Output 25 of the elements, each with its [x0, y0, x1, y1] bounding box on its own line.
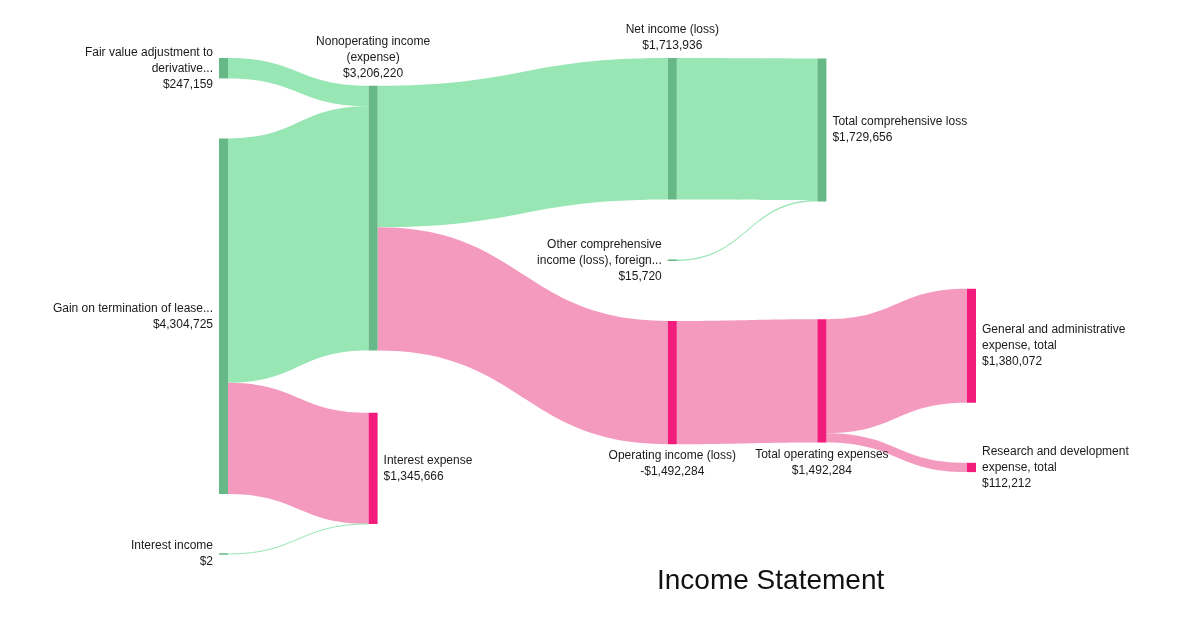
data-label: $1,380,072 — [982, 354, 1043, 369]
category-label: Operating income (loss) — [608, 448, 736, 463]
category-label: Net income (loss) — [625, 22, 719, 37]
data-label: $4,304,725 — [152, 316, 214, 331]
data-label: $2 — [199, 554, 214, 569]
data-label: $247,159 — [162, 76, 214, 91]
category-label: Total comprehensive loss — [832, 114, 968, 129]
data-label: -$1,492,284 — [640, 464, 705, 479]
category-label: Interest expense — [383, 452, 473, 467]
category-label: Interest income — [130, 538, 214, 553]
data-label: $1,345,666 — [383, 468, 444, 483]
category-label: Research and development expense, total — [982, 443, 1130, 474]
data-label: $1,729,656 — [832, 130, 893, 145]
category-label: Fair value adjustment to derivative... — [84, 44, 214, 75]
category-label: Gain on termination of lease... — [52, 300, 213, 315]
data-label: $1,492,284 — [791, 462, 853, 477]
data-label: $1,713,936 — [642, 38, 703, 53]
category-label: Total operating expenses — [755, 446, 889, 461]
data-label: $3,206,220 — [343, 66, 404, 81]
category-label: Nonoperating income (expense) — [316, 34, 431, 65]
category-label: General and administrative expense, total — [982, 322, 1126, 353]
data-label: $15,720 — [618, 268, 663, 283]
category-label: Other comprehensive income (loss), foreign... — [537, 236, 663, 267]
data-label: $112,212 — [982, 475, 1032, 490]
text: Income Statement — [657, 563, 885, 597]
